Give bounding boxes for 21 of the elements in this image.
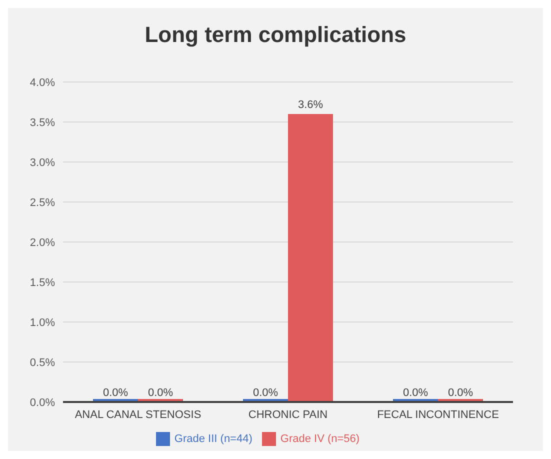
y-tick-label: 1.5% <box>30 276 56 289</box>
y-tick-label: 3.0% <box>30 156 56 169</box>
y-tick-label: 4.0% <box>30 76 56 89</box>
y-tick-label: 2.5% <box>30 196 56 209</box>
legend-label: Grade III (n=44) <box>174 432 252 445</box>
x-tick-label: ANAL CANAL STENOSIS <box>74 408 202 421</box>
data-label: 0.0% <box>252 387 278 399</box>
y-tick-label: 2.0% <box>30 236 56 249</box>
data-label: 0.0% <box>402 387 428 399</box>
y-tick-label: 3.5% <box>30 116 56 129</box>
legend-label: Grade IV (n=56) <box>280 432 360 445</box>
x-tick-label: CHRONIC PAIN <box>248 408 328 421</box>
chart-title: Long term complications <box>144 21 408 49</box>
y-tick-label: 0.5% <box>30 356 56 369</box>
data-label: 3.6% <box>298 99 324 111</box>
data-label: 0.0% <box>448 387 474 399</box>
y-tick-label: 1.0% <box>30 316 56 329</box>
y-tick-label: 0.0% <box>30 396 56 409</box>
x-tick-label: FECAL INCONTINENCE <box>377 408 499 421</box>
data-label: 0.0% <box>148 387 174 399</box>
data-label: 0.0% <box>102 387 128 399</box>
